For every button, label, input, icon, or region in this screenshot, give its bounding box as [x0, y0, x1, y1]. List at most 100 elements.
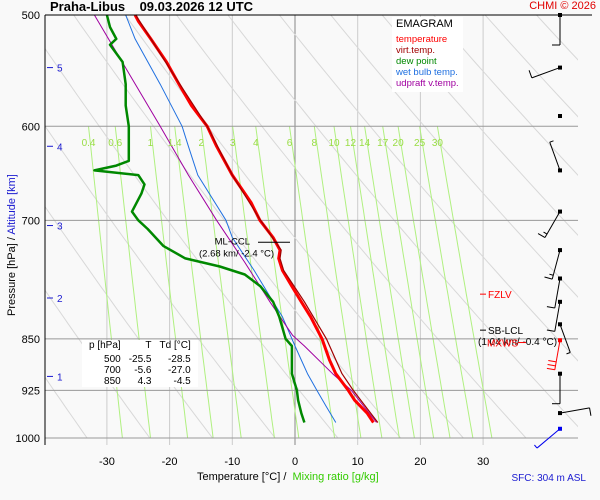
copyright: CHMI © 2026 — [529, 0, 596, 12]
wind-barb-flag — [546, 329, 555, 332]
wind-barb — [546, 276, 562, 309]
dry-adiabat — [227, 15, 578, 428]
isobar-grid — [45, 125, 578, 439]
dry-adiabat — [433, 15, 578, 176]
mixing-ratio-line — [289, 126, 336, 439]
wind-barb-flag — [548, 360, 557, 363]
wind-barb-half-flag — [566, 352, 571, 355]
mixing-ratio-line — [436, 126, 493, 439]
dry-adiabat — [330, 15, 578, 298]
temperature-tick-label: 0 — [292, 456, 298, 468]
wind-barb-half-flag — [549, 140, 554, 143]
wind-barb — [552, 371, 562, 405]
annotations-layer: ML-CCL(2.68 km/ -2.4 °C) FZLV SB-LCL(1.04 … — [199, 236, 557, 349]
mxws-label: MXWS — [487, 339, 518, 350]
ccl-value: (2.68 km/ -2.4 °C) — [199, 248, 274, 259]
wind-barb — [558, 322, 571, 355]
legend-item-dew-point: dew point — [396, 56, 437, 67]
mixing-ratio-grid — [88, 126, 493, 439]
legend-title: EMAGRAM — [396, 18, 453, 30]
legend-item-temperature: temperature — [396, 34, 448, 45]
altitude-tick-label: 3 — [57, 222, 63, 233]
wind-barb-staff — [559, 324, 571, 353]
altitude-tick-label: 4 — [57, 142, 63, 153]
mixing-ratio-tick-label: 1.4 — [168, 138, 182, 149]
mixing-ratio-line — [150, 126, 189, 439]
table-row: 700 -5.6 -27.0 — [85, 365, 195, 376]
pressure-label: Pressure [hPa] / — [6, 237, 18, 316]
sounding-datetime: 09.03.2026 12 UTC — [139, 0, 254, 14]
mixing-ratio-line — [350, 126, 400, 439]
pressure-tick-label: 1000 — [16, 433, 40, 445]
table-header: T — [145, 340, 152, 351]
wind-barb-flag — [544, 276, 553, 280]
mixing-ratio-tick-label: 0.4 — [82, 138, 96, 149]
table-cell: -25.5 — [128, 354, 152, 365]
wind-barb-flag — [546, 367, 555, 371]
table-row: 500 -25.5 -28.5 — [85, 354, 195, 365]
sblcl-label: SB-LCL — [488, 326, 523, 337]
mixing-ratio-tick-label: 10 — [328, 138, 340, 149]
wind-barb — [558, 114, 562, 119]
wind-barb — [558, 407, 592, 416]
mixing-ratio-line — [397, 126, 451, 439]
temperature-tick-label: -30 — [99, 456, 115, 468]
mixing-ratio-tick-label: 25 — [414, 138, 426, 149]
temperature-tick-label: 20 — [414, 456, 426, 468]
table-row: 850 4.3 -4.5 — [85, 376, 195, 387]
wind-barb — [552, 13, 562, 46]
level-table: p [hPa] T Td [°C] 500 -25.5 -28.5 700 -5… — [82, 340, 198, 387]
wind-barb-flag — [528, 70, 533, 79]
mixing-ratio-line — [174, 126, 214, 439]
wind-barb-staff — [536, 428, 561, 449]
mixing-ratio-line — [313, 126, 362, 439]
dry-adiabat-grid — [45, 15, 600, 439]
table-cell: 850 — [104, 376, 121, 387]
mixing-ratio-line — [333, 126, 383, 439]
wind-barb-flag — [546, 306, 555, 309]
series-wet-bulb-temp — [125, 14, 337, 423]
fzlv-label: FZLV — [488, 290, 512, 301]
mixing-ratio-tick-label: 6 — [287, 138, 293, 149]
table-cell: 500 — [104, 354, 121, 365]
dry-adiabat — [536, 15, 578, 61]
pressure-tick-label: 850 — [22, 334, 40, 346]
mixing-ratio-tick-label: 12 — [345, 138, 357, 149]
table-cell: 700 — [104, 365, 121, 376]
mixing-ratio-line — [114, 126, 151, 439]
dry-adiabat — [176, 15, 527, 439]
legend-item-wet-bulb: wet bulb temp. — [396, 67, 458, 78]
temperature-tick-label: -20 — [162, 456, 178, 468]
table-header: p [hPa] — [89, 340, 121, 351]
wind-barb-staff — [551, 249, 561, 280]
mixing-ratio-tick-label: 0.6 — [108, 138, 122, 149]
wind-barb-half-flag — [543, 231, 548, 235]
wind-barb-half-flag — [534, 444, 538, 449]
mixing-ratio-tick-label: 4 — [253, 138, 259, 149]
altitude-tick-label: 1 — [57, 372, 63, 383]
dry-adiabat — [484, 15, 578, 118]
mixing-ratio-label: Mixing ratio [g/kg] — [292, 471, 379, 483]
table-cell: -28.5 — [167, 354, 191, 365]
legend-item-virt-temp: virt.temp. — [396, 45, 436, 56]
wind-barb-half-flag — [549, 273, 554, 276]
wind-barb-staff — [549, 142, 561, 171]
table-header: Td [°C] — [159, 340, 191, 351]
pressure-tick-label: 700 — [22, 215, 40, 227]
wind-barb — [549, 140, 562, 173]
mixing-ratio-tick-label: 1 — [148, 138, 154, 149]
table-cell: -27.0 — [167, 365, 191, 376]
wind-barb-flag — [537, 233, 546, 238]
table-header-row: p [hPa] T Td [°C] — [85, 340, 195, 354]
dry-adiabat — [588, 15, 600, 438]
wind-barb-staff — [554, 340, 561, 370]
wind-barb — [534, 426, 562, 449]
chart-title: Praha-Libus 09.03.2026 12 UTC — [50, 0, 253, 14]
series-udpraft-v-temp — [93, 14, 377, 423]
temperature-label: Temperature [°C] / — [197, 471, 287, 483]
sblcl-value: (1.04 km/ -0.4 °C) — [478, 337, 557, 348]
wind-barb-flag — [589, 407, 592, 416]
ccl-label: ML-CCL — [215, 236, 250, 247]
x-axis-label: Temperature [°C] / Mixing ratio [g/kg] — [197, 471, 379, 483]
